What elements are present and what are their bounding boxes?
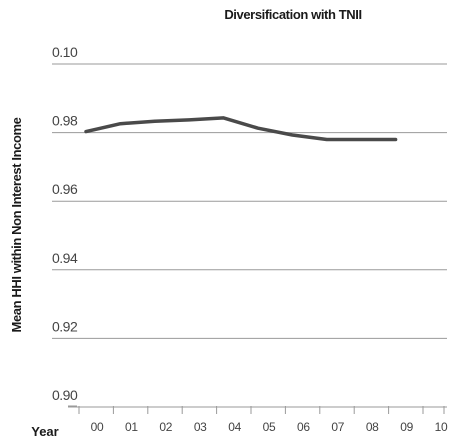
y-tick-labels: 0.10 0.98 0.96 0.94 0.92 0.90 xyxy=(52,44,78,403)
x-tick-label: 06 xyxy=(297,420,310,434)
y-axis-label: Mean HHI within Non Interest Income xyxy=(9,117,24,332)
chart-title: Diversification with TNII xyxy=(224,7,361,22)
y-tick-label: 0.10 xyxy=(52,44,78,60)
y-tick-label: 0.90 xyxy=(52,387,78,403)
x-tick-label: 05 xyxy=(263,420,276,434)
x-tick-label: 07 xyxy=(331,420,344,434)
x-axis: 00 01 02 03 04 05 06 07 08 09 10 xyxy=(68,405,448,434)
series-line xyxy=(84,116,398,142)
x-tick-label: 03 xyxy=(194,420,207,434)
y-tick-label: 0.96 xyxy=(52,181,78,197)
x-tick-label: 10 xyxy=(435,420,448,434)
series-layer xyxy=(84,116,398,142)
y-tick-label: 0.94 xyxy=(52,250,78,266)
x-tick-label: 09 xyxy=(400,420,413,434)
x-tick-label: 01 xyxy=(125,420,138,434)
y-tick-label: 0.98 xyxy=(52,113,78,129)
x-tick-label: 00 xyxy=(91,420,104,434)
x-tick-label: 02 xyxy=(159,420,172,434)
x-tick-label: 08 xyxy=(366,420,379,434)
y-tick-label: 0.92 xyxy=(52,318,78,334)
x-axis-label: Year xyxy=(31,424,58,439)
gridlines xyxy=(52,63,447,408)
x-tick-label: 04 xyxy=(228,420,241,434)
